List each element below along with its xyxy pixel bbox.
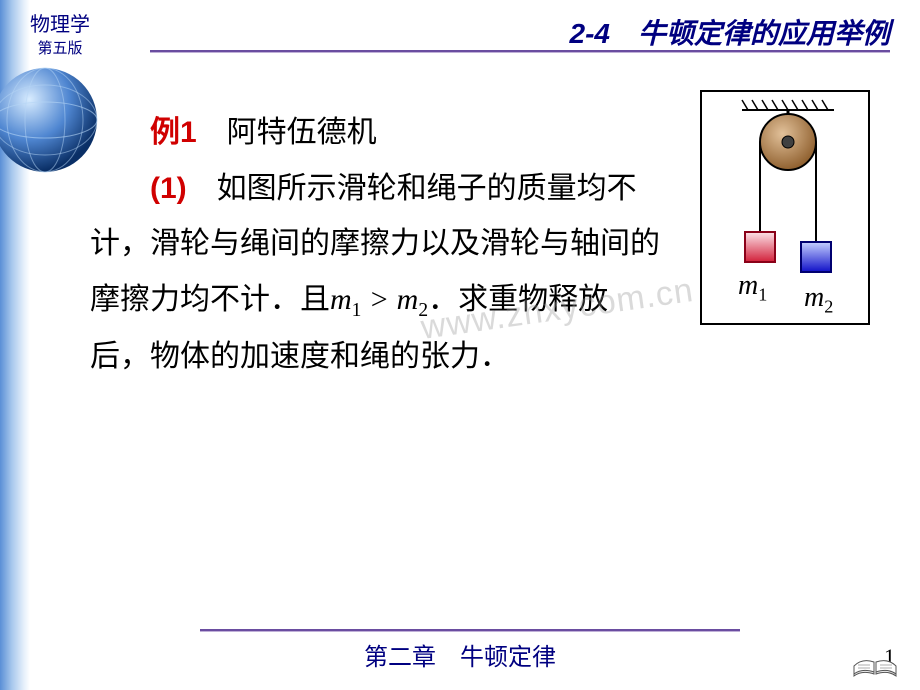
atwood-figure: m1 m2 (700, 90, 870, 325)
example-heading: 例1 阿特伍德机 (90, 105, 660, 161)
figure-label-m1: m1 (738, 270, 767, 306)
part-label: (1) (150, 172, 187, 205)
header-right: 2-4 牛顿定律的应用举例 (570, 12, 890, 52)
figure-label-m2: m2 (804, 282, 833, 318)
math-inequality: m1 > m2 (330, 283, 428, 316)
atwood-svg (702, 92, 872, 327)
rule-bottom (200, 629, 740, 632)
m2: m2 (397, 283, 428, 316)
example-label: 例1 (150, 116, 197, 149)
example-title: 阿特伍德机 (197, 116, 377, 149)
m1: m1 (330, 283, 361, 316)
main-content: 例1 阿特伍德机 (1) 如图所示滑轮和绳子的质量均不计，滑轮与绳间的摩擦力以及… (90, 105, 660, 384)
section-title: 2-4 牛顿定律的应用举例 (570, 18, 890, 49)
gt: > (361, 283, 396, 316)
example-body: (1) 如图所示滑轮和绳子的质量均不计，滑轮与绳间的摩擦力以及滑轮与轴间的摩擦力… (90, 161, 660, 385)
header-left: 物理学 第五版 (30, 8, 90, 58)
edition: 第五版 (30, 37, 90, 58)
book-icon (850, 638, 900, 678)
footer-chapter: 第二章 牛顿定律 (0, 637, 920, 672)
textbook-title: 物理学 (30, 8, 90, 37)
rule-top (150, 50, 890, 53)
